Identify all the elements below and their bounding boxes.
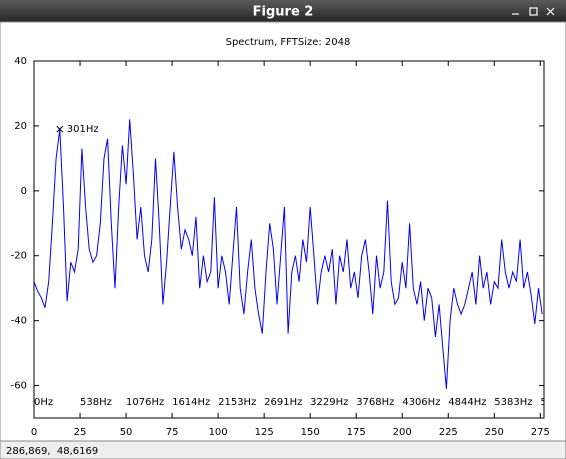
freq-label: 538Hz bbox=[80, 397, 112, 408]
status-bar bbox=[0, 440, 566, 459]
y-tick-label: 20 bbox=[14, 121, 27, 132]
freq-label: 3768Hz bbox=[356, 397, 394, 408]
spectrum-line bbox=[34, 119, 543, 389]
x-tick-label: 50 bbox=[120, 427, 133, 438]
y-tick-label: -60 bbox=[11, 381, 27, 392]
y-tick-label: 40 bbox=[14, 56, 27, 67]
freq-label: 4844Hz bbox=[448, 397, 486, 408]
x-tick-label: 175 bbox=[347, 427, 366, 438]
title-bar bbox=[0, 0, 566, 22]
x-tick-label: 250 bbox=[485, 427, 504, 438]
x-tick-label: 25 bbox=[74, 427, 87, 438]
status-text: 286,869, 48,6169 bbox=[6, 446, 98, 457]
freq-label: 5383Hz bbox=[494, 397, 532, 408]
freq-label: 5921Hz bbox=[540, 397, 566, 408]
freq-label: 1614Hz bbox=[172, 397, 210, 408]
freq-label: 2691Hz bbox=[264, 397, 302, 408]
peak-marker bbox=[56, 125, 64, 133]
x-tick-label: 0 bbox=[31, 427, 37, 438]
x-tick-label: 150 bbox=[301, 427, 320, 438]
x-tick-label: 100 bbox=[209, 427, 228, 438]
plot-frame bbox=[33, 60, 545, 419]
window-title: Figure 2 bbox=[253, 5, 314, 20]
y-tick-label: -20 bbox=[11, 251, 27, 262]
freq-label: 4306Hz bbox=[402, 397, 440, 408]
x-tick-label: 225 bbox=[439, 427, 458, 438]
x-tick-label: 75 bbox=[166, 427, 179, 438]
plot-content: 0Hz 538Hz 1076Hz 1614Hz 2153Hz 2691Hz 3229Hz 37… bbox=[34, 119, 566, 408]
x-tick-label: 275 bbox=[531, 427, 550, 438]
freq-label: 2153Hz bbox=[218, 397, 256, 408]
peak-label: 301Hz bbox=[67, 124, 99, 135]
freq-label: 1076Hz bbox=[126, 397, 164, 408]
freq-label: 0Hz bbox=[34, 397, 53, 408]
y-tick-label: -40 bbox=[11, 316, 27, 327]
x-tick-label: 200 bbox=[393, 427, 412, 438]
window-controls[interactable] bbox=[512, 7, 555, 16]
x-tick-label: 125 bbox=[255, 427, 274, 438]
freq-label: 3229Hz bbox=[310, 397, 348, 408]
chart-title: Spectrum, FFTSize: 2048 bbox=[226, 37, 351, 48]
y-tick-label: 0 bbox=[21, 186, 27, 197]
